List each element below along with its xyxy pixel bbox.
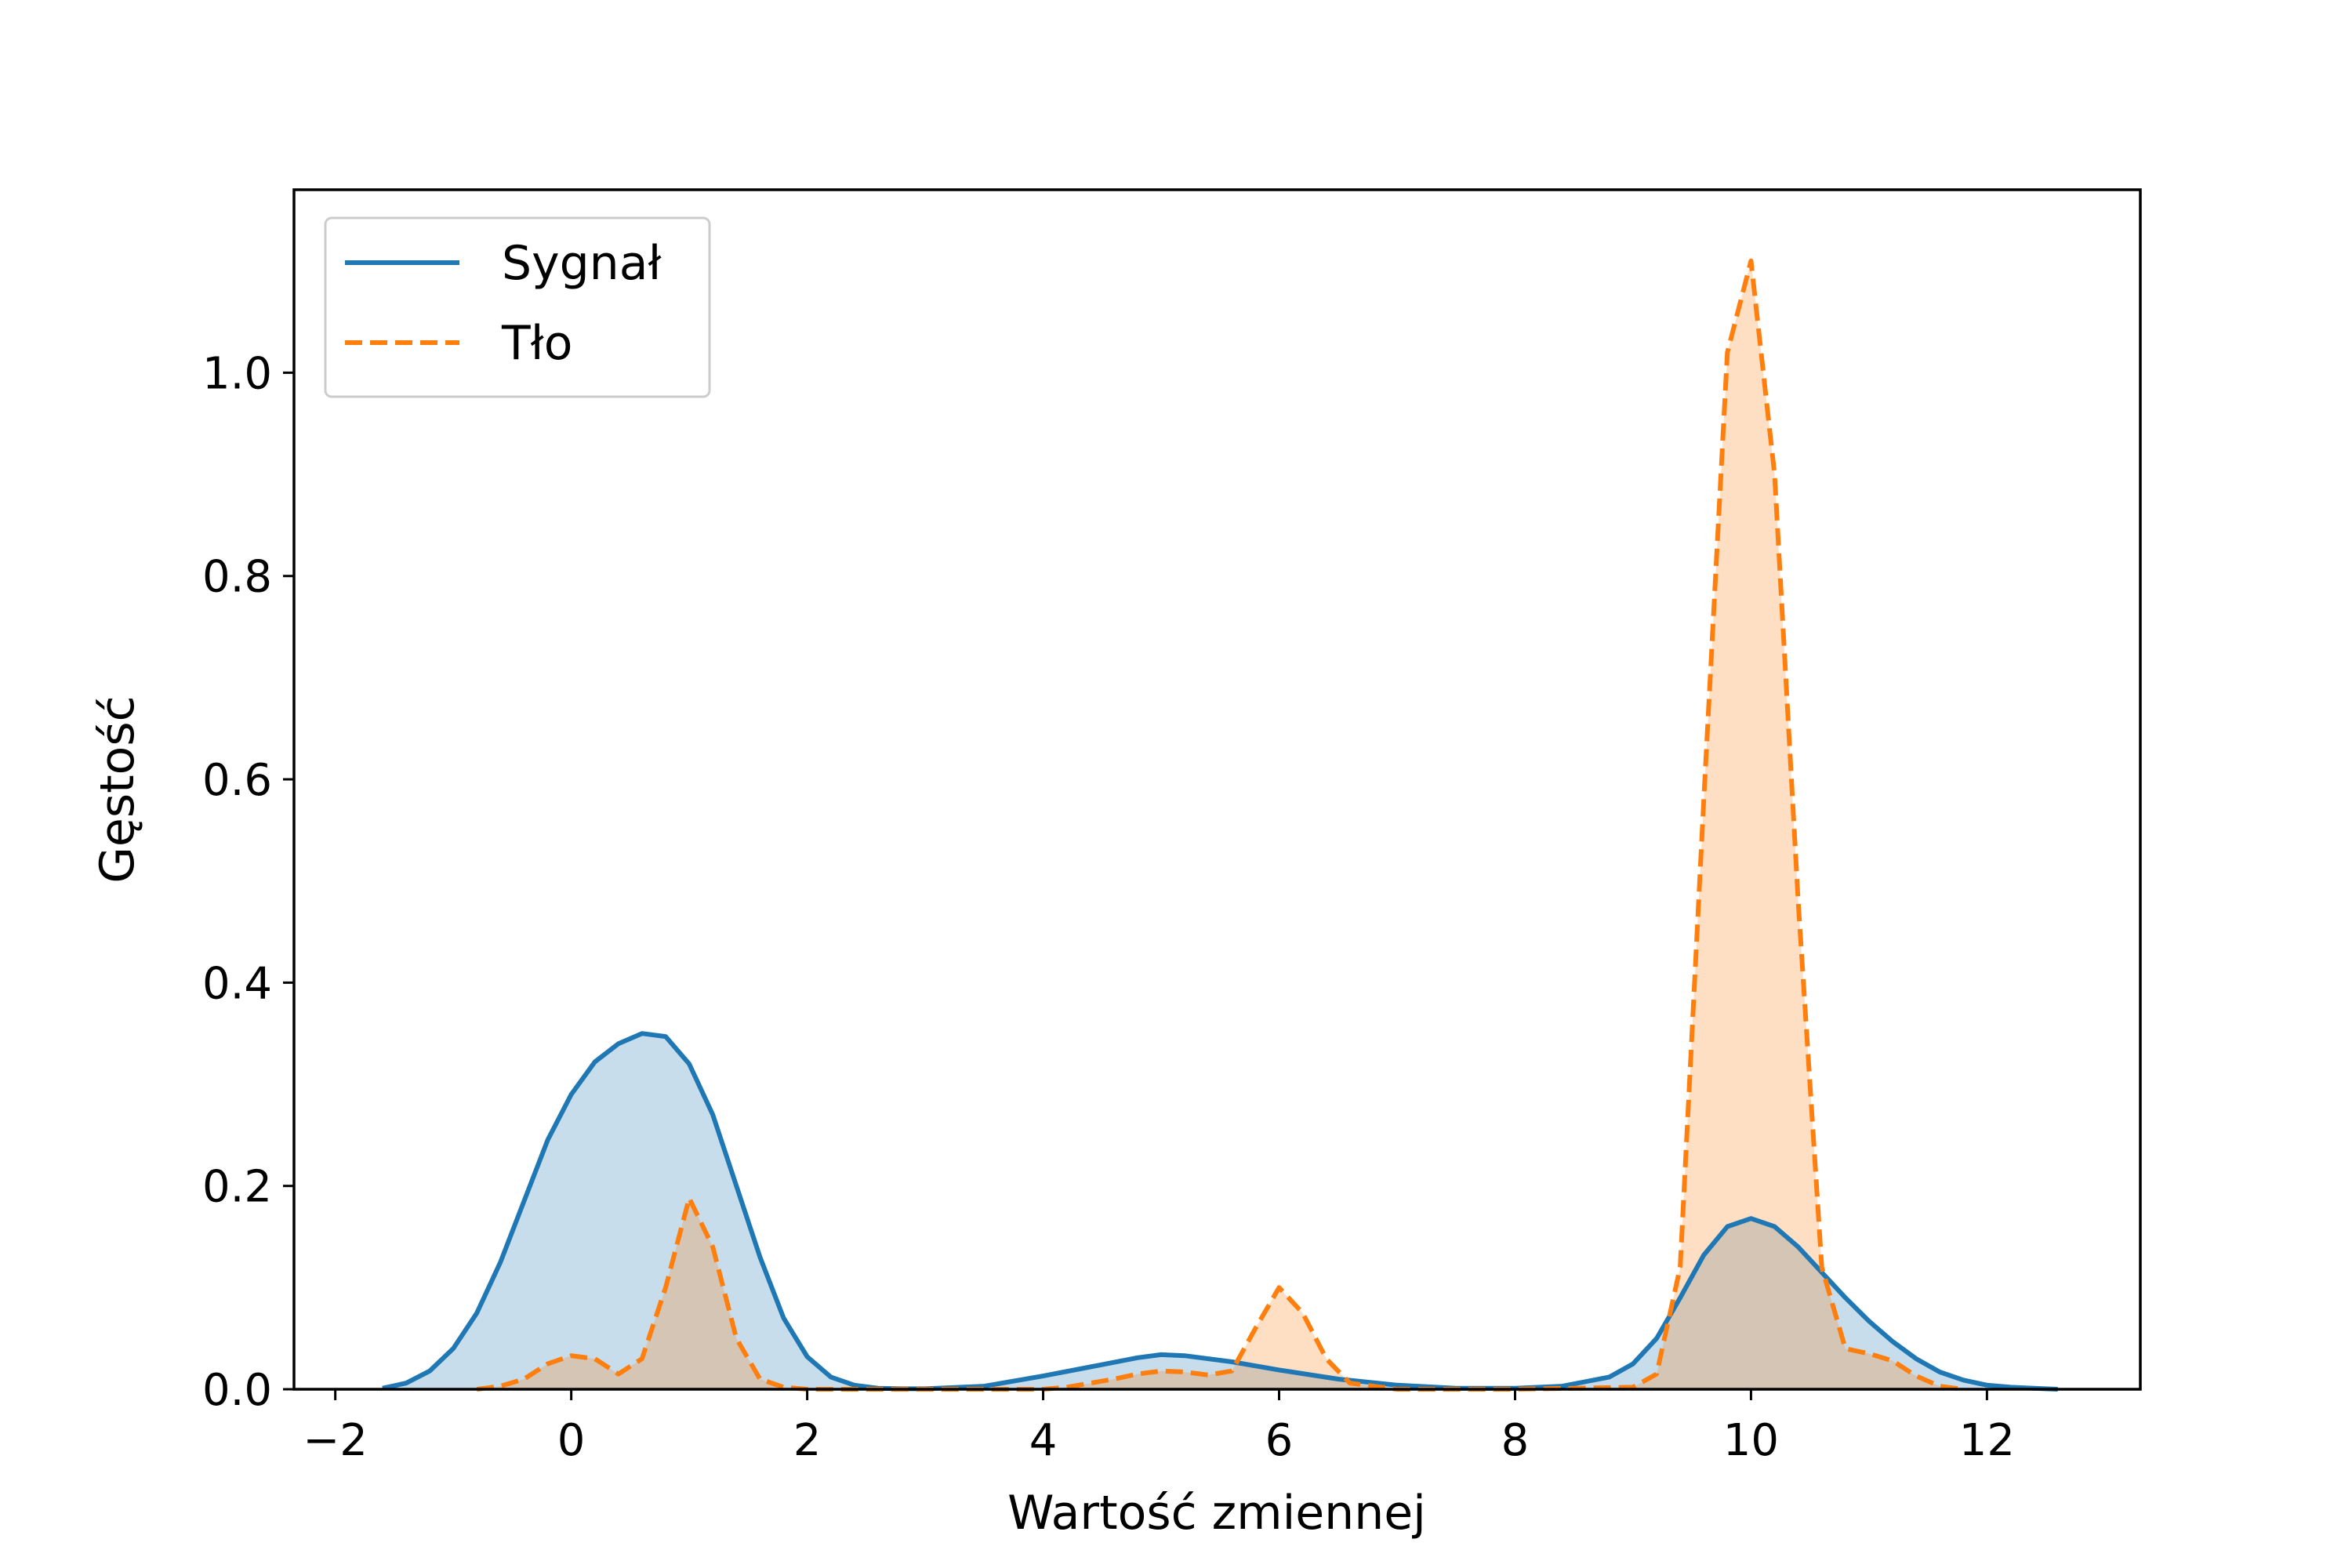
series-line-1 — [476, 258, 1964, 1392]
x-tick-label: 8 — [1501, 1415, 1530, 1466]
series-area-1 — [477, 260, 1964, 1389]
y-tick-label: 0.8 — [202, 552, 272, 603]
axes-frame — [292, 188, 2142, 1391]
y-axis-label: Gęstość — [90, 695, 145, 883]
x-tick-label: 6 — [1265, 1415, 1294, 1466]
x-tick-label: −2 — [303, 1415, 368, 1466]
legend-label-signal: Sygnał — [502, 236, 662, 291]
y-tick-label: 0.0 — [202, 1365, 272, 1416]
y-tick-label: 1.0 — [202, 348, 272, 399]
x-axis-label: Wartość zmiennej — [1007, 1486, 1426, 1541]
x-tick-label: 4 — [1029, 1415, 1058, 1466]
plot-area — [382, 258, 2058, 1392]
y-tick-label: 0.4 — [202, 958, 272, 1009]
x-tick-label: 2 — [793, 1415, 822, 1466]
x-tick-label: 12 — [1959, 1415, 2015, 1466]
series-line-0 — [382, 1031, 2058, 1392]
x-tick-label: 10 — [1723, 1415, 1779, 1466]
series-area-0 — [382, 1033, 2058, 1389]
x-tick-label: 0 — [557, 1415, 586, 1466]
y-tick-label: 0.2 — [202, 1162, 272, 1213]
legend: Sygnał Tło — [324, 216, 711, 398]
y-tick-label: 0.6 — [202, 755, 272, 806]
axis-ticks: −2 0 2 4 6 8 10 12 0.0 0.2 0.4 0.6 0.8 1.0 — [202, 348, 2015, 1466]
legend-label-background: Tło — [501, 316, 572, 371]
